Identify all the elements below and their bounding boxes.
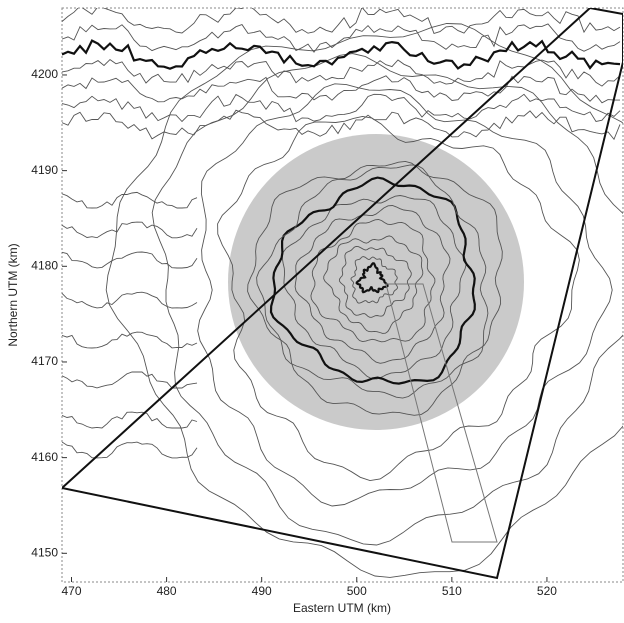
contour-line [338, 245, 412, 318]
y-tick-label: 4180 [31, 258, 58, 272]
y-axis-label: Northern UTM (km) [6, 243, 20, 346]
terrain-contour [62, 251, 198, 269]
contour-line [323, 235, 424, 334]
contour-line [151, 53, 623, 546]
terrain-contour [62, 291, 198, 309]
x-tick-label: 510 [442, 584, 462, 598]
contour-line [256, 164, 489, 399]
domain-boundary [62, 8, 623, 580]
wedge-outline [385, 283, 498, 543]
terrain-contour [62, 109, 621, 141]
terrain-contour [62, 411, 198, 429]
terrain-contour [62, 75, 621, 104]
x-tick-label: 500 [347, 584, 367, 598]
contour-line [310, 219, 436, 343]
contour-line [281, 195, 467, 380]
y-tick-label: 4170 [31, 354, 58, 368]
map-layers [62, 8, 623, 580]
contour-line [355, 262, 389, 294]
x-tick-label: 480 [157, 584, 177, 598]
x-tick-label: 520 [537, 584, 557, 598]
y-tick-label: 4150 [31, 545, 58, 559]
terrain-contour [62, 8, 621, 34]
terrain-contour [62, 331, 198, 349]
contour-line [197, 83, 613, 507]
terrain-contour [62, 39, 621, 70]
x-tick-label: 470 [61, 584, 81, 598]
y-tick-label: 4200 [31, 67, 58, 81]
terrain-contour [62, 23, 621, 53]
contour-line [247, 160, 503, 416]
terrain-contour [62, 93, 621, 123]
contour-line [294, 205, 451, 364]
terrain-contour [62, 191, 198, 209]
x-axis-label: Eastern UTM (km) [293, 601, 391, 615]
terrain-contour [62, 441, 198, 459]
contour-line [350, 256, 398, 304]
terrain-contour [62, 371, 198, 389]
contours [62, 8, 623, 578]
contour-line [269, 176, 476, 385]
contour-line [105, 23, 623, 578]
x-tick-label: 490 [252, 584, 272, 598]
contour-line [217, 115, 580, 482]
y-tick-label: 4190 [31, 163, 58, 177]
y-tick-label: 4160 [31, 450, 58, 464]
terrain-contour [62, 221, 198, 239]
